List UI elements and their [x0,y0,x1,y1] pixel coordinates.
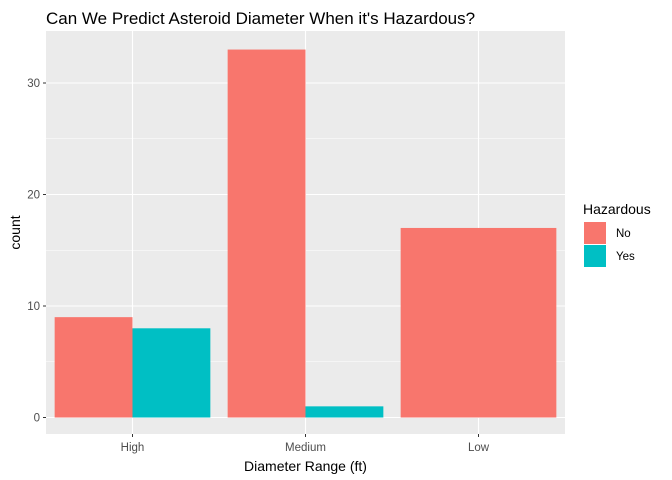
y-tick-label: 0 [34,413,40,425]
bar-medium-no [227,49,306,418]
legend-label-yes: Yes [616,251,635,263]
bar-low-no [400,227,557,418]
x-axis-title: Diameter Range (ft) [244,458,367,474]
y-axis-title: count [7,215,23,249]
bar-high-no [54,317,133,418]
bars-group [54,49,557,418]
bar-medium-yes [305,406,384,418]
bar-high-yes [132,328,211,418]
x-tick-label-high: High [121,442,145,454]
x-axis-ticks: High Medium Low [121,434,490,454]
y-tick-label: 20 [27,190,40,202]
x-tick-label-low: Low [468,442,490,454]
x-tick-label-medium: Medium [285,442,326,454]
legend: Hazardous No Yes [583,201,651,267]
chart-title: Can We Predict Asteroid Diameter When it… [46,9,475,28]
legend-label-no: No [616,228,631,240]
y-tick-label: 10 [27,301,40,313]
legend-title: Hazardous [583,201,651,217]
legend-key-no [584,222,606,244]
legend-key-yes [584,245,606,267]
y-axis-ticks: 0 10 20 30 [27,78,46,425]
y-tick-label: 30 [27,78,40,90]
